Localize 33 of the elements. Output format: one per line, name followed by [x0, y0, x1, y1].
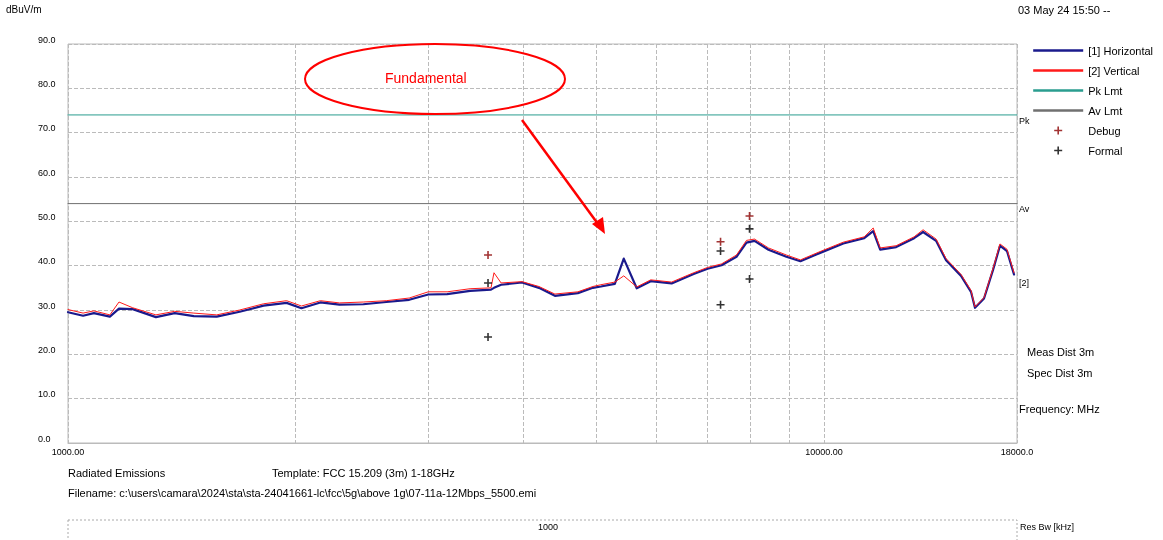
y-tick-label: 70.0 [38, 123, 56, 134]
y-tick-label: 50.0 [38, 211, 56, 222]
text: Meas Dist 3m [1027, 346, 1095, 358]
y-tick-label: 80.0 [38, 78, 56, 89]
legend-label: [2] Vertical [1088, 64, 1140, 77]
text: Av [1019, 204, 1030, 214]
text: 03 May 24 15:50 -- [1018, 4, 1111, 16]
y-tick-label: 60.0 [38, 167, 56, 178]
y-tick-label: 10.0 [38, 389, 56, 400]
x-tick-label: 18000.0 [1000, 446, 1034, 457]
y-tick-label: 40.0 [38, 256, 56, 267]
legend-label: [1] Horizontal [1088, 44, 1153, 57]
legend-label: Pk Lmt [1088, 84, 1123, 97]
x-axis-title: Frequency: MHz [1019, 402, 1100, 415]
text: [2] [1019, 278, 1030, 288]
y-axis-title: dBuV/m [6, 3, 42, 15]
x-tick-label: 10000.00 [805, 446, 843, 457]
legend-label: Av Lmt [1088, 104, 1123, 117]
y-tick-label: 30.0 [38, 300, 56, 311]
annotation: Fundamental [385, 70, 467, 86]
legend-label: Formal [1088, 144, 1123, 157]
y-tick-label: 20.0 [38, 344, 56, 355]
text: Template: FCC 15.209 (3m) 1-18GHz [272, 467, 455, 479]
x-tick-label: 1000.00 [51, 446, 85, 457]
text: Filename: c:\users\camara\2024\sta\sta-24041661-lc\fcc\5g\above 1g\07-11a-12Mbps_5500.emi [68, 487, 537, 499]
text: Radiated Emissions [68, 467, 166, 479]
text: Res Bw [kHz] [1020, 522, 1075, 532]
legend-label: Debug [1088, 124, 1121, 137]
text: Pk [1019, 116, 1030, 126]
y-tick-label: 90.0 [38, 34, 56, 45]
y-tick-label: 0.0 [38, 433, 51, 444]
text: Spec Dist 3m [1027, 367, 1093, 379]
text: 1000 [538, 522, 559, 532]
